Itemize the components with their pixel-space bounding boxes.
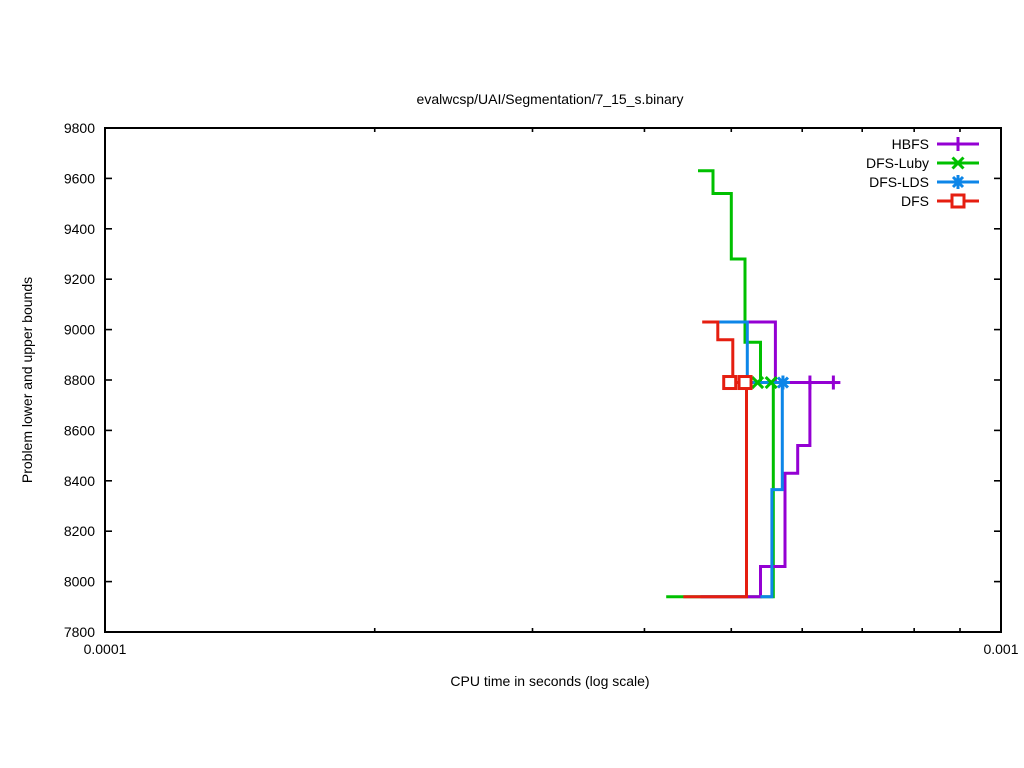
y-tick-label: 7800 — [64, 624, 95, 640]
square-open-marker-icon — [722, 375, 738, 391]
times-marker-icon — [751, 375, 765, 390]
plus-marker-icon — [826, 375, 841, 390]
plus-marker-icon — [951, 137, 965, 151]
series-DFS-Luby-upper-bound-line — [698, 169, 772, 384]
y-tick-label: 8600 — [64, 422, 95, 438]
series-HBFS-upper-bound-line — [717, 320, 837, 384]
series-DFS-upper-bound-line — [702, 320, 747, 384]
times-marker-icon — [764, 375, 778, 390]
legend-label: DFS — [901, 193, 929, 209]
square-open-marker-icon — [950, 193, 966, 209]
series-HBFS-lower-bound-line — [700, 381, 834, 599]
y-tick-label: 8200 — [64, 523, 95, 539]
plot-border — [104, 127, 1002, 633]
y-tick-label: 9800 — [64, 120, 95, 136]
series-DFS-LDS-upper-bound-line — [717, 320, 783, 384]
y-axis-label: Problem lower and upper bounds — [19, 277, 35, 483]
legend-entry-DFS: DFS — [901, 193, 979, 209]
y-tick-label: 9400 — [64, 221, 95, 237]
legend-label: DFS-LDS — [869, 174, 929, 190]
series-DFS-lower-bound-line — [683, 382, 748, 599]
legend-entry-HBFS: HBFS — [892, 136, 979, 152]
x-axis-label: CPU time in seconds (log scale) — [450, 673, 649, 689]
chart-title: evalwcsp/UAI/Segmentation/7_15_s.binary — [417, 91, 684, 107]
y-tick-label: 8800 — [64, 372, 95, 388]
legend-entry-DFS-Luby: DFS-Luby — [866, 155, 979, 171]
y-tick-label: 8400 — [64, 473, 95, 489]
asterisk-marker-icon — [775, 375, 790, 390]
plus-marker-icon — [802, 375, 817, 390]
y-tick-label: 9000 — [64, 322, 95, 338]
y-tick-label: 8000 — [64, 574, 95, 590]
asterisk-marker-icon — [951, 175, 965, 189]
series-DFS-Luby-lower-bound-line — [666, 382, 775, 599]
square-open-marker-icon — [737, 375, 753, 391]
legend-entry-DFS-LDS: DFS-LDS — [869, 174, 979, 190]
series-markers — [722, 375, 841, 391]
legend-label: HBFS — [892, 136, 929, 152]
y-tick-label: 9200 — [64, 271, 95, 287]
y-tick-label: 9600 — [64, 170, 95, 186]
series-DFS-LDS-lower-bound-line — [760, 382, 784, 599]
legend-label: DFS-Luby — [866, 155, 929, 171]
x-tick-label: 0.001 — [983, 641, 1018, 657]
times-marker-icon — [951, 156, 965, 170]
axes-and-ticks: 7800 8000 8200 8400 8600 8800 9000 9200 9400 9600… — [64, 120, 1019, 657]
legend: HBFS DFS-Luby DFS-LDS DFS — [866, 136, 979, 209]
x-tick-label: 0.0001 — [84, 641, 127, 657]
